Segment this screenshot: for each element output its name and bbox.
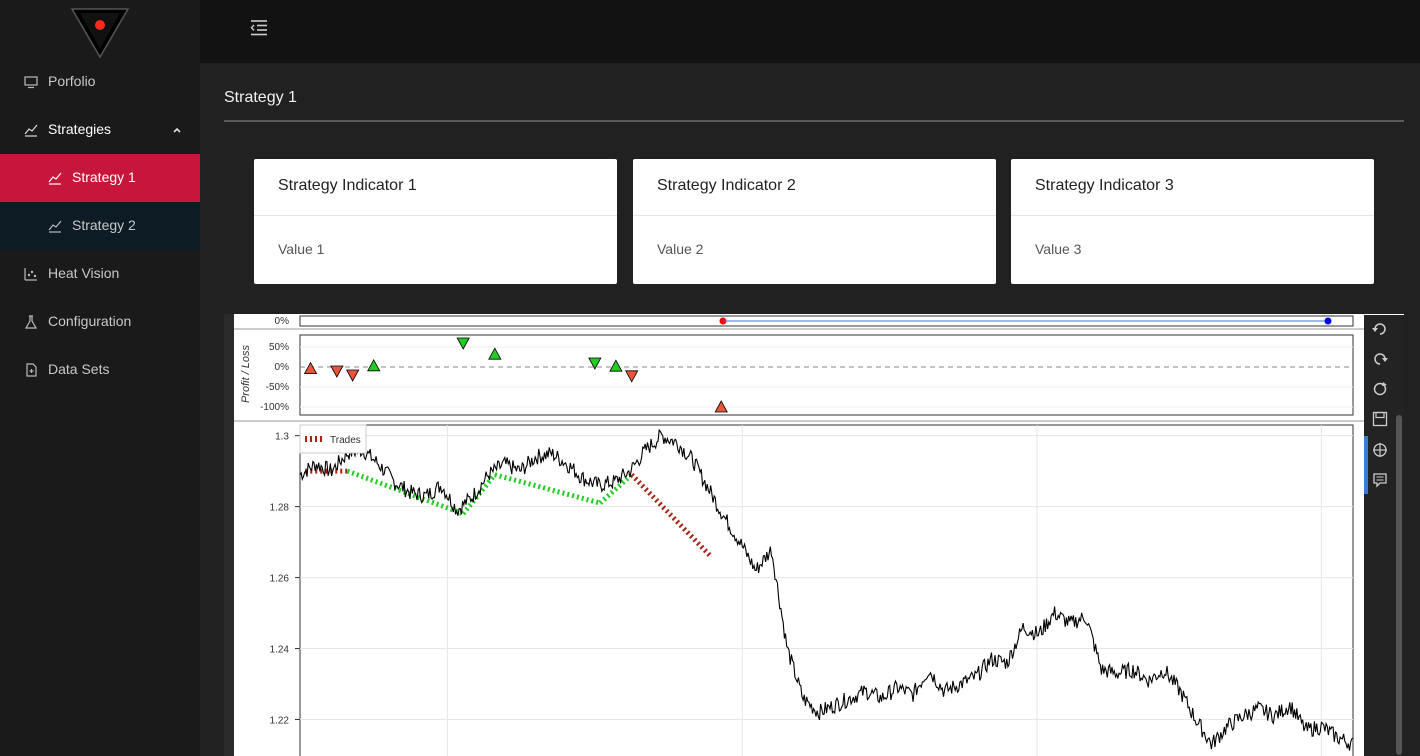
file-icon xyxy=(26,363,37,377)
toolbar-divider xyxy=(1364,436,1368,494)
trade-marker xyxy=(345,369,360,382)
sidebar-item-label: Strategy 2 xyxy=(72,217,136,233)
sidebar-item-label: Configuration xyxy=(48,313,132,329)
card-divider xyxy=(1011,215,1374,216)
pl-tick-label: -100% xyxy=(260,402,289,413)
trade-marker xyxy=(714,400,728,413)
chart-canvas[interactable]: 0% Profit / Loss 50% 0% -50% -100% 1.3 1.28 1… xyxy=(224,314,1404,756)
chart-line-icon xyxy=(48,172,62,185)
card-value: Value 1 xyxy=(278,241,325,257)
chevron-up-icon xyxy=(173,127,181,133)
equity-end-marker xyxy=(1324,317,1332,325)
price-tick-label: 1.28 xyxy=(270,503,290,514)
card-title: Strategy Indicator 1 xyxy=(278,177,417,194)
hover-icon[interactable] xyxy=(1372,472,1388,488)
price-tick-label: 1.3 xyxy=(275,432,289,443)
card-title: Strategy Indicator 2 xyxy=(657,177,796,194)
pl-tick-label: -50% xyxy=(266,382,289,393)
chart-line-icon xyxy=(48,220,62,233)
legend-label: Trades xyxy=(330,435,361,446)
trade-marker xyxy=(625,370,639,383)
sidebar: Porfolio Strategies Strategy 1 Strategy … xyxy=(0,0,200,756)
menu-collapse-icon[interactable] xyxy=(250,19,268,37)
trade-marker xyxy=(609,359,623,372)
scatter-icon xyxy=(24,268,37,281)
card-divider xyxy=(633,215,996,216)
price-tick-label: 1.22 xyxy=(270,716,290,727)
main-content: Strategy 1 Strategy Indicator 1 Value 1 … xyxy=(200,63,1420,756)
sidebar-item-strategy-1[interactable]: Strategy 1 xyxy=(0,154,200,202)
trade-marker xyxy=(330,365,344,378)
sidebar-item-label: Heat Vision xyxy=(48,265,120,281)
trade-marker xyxy=(303,361,318,374)
scrollbar-track[interactable] xyxy=(1396,415,1402,755)
card-value: Value 3 xyxy=(1035,241,1082,257)
chart-panel: 0% Profit / Loss 50% 0% -50% -100% 1.3 1.28 1… xyxy=(224,314,1404,756)
trade-line xyxy=(598,472,634,505)
sidebar-item-configuration[interactable]: Configuration xyxy=(0,298,200,346)
trade-marker xyxy=(367,358,381,372)
save-icon[interactable] xyxy=(1372,411,1388,427)
indicator-card-3: Strategy Indicator 3 Value 3 xyxy=(1011,159,1374,284)
card-divider xyxy=(254,215,617,216)
flask-icon xyxy=(24,315,38,329)
pl-axis-label: Profit / Loss xyxy=(240,344,252,403)
top-bar xyxy=(200,0,1420,63)
pl-tick-label: 0% xyxy=(275,362,290,373)
price-tick-label: 1.26 xyxy=(270,574,290,585)
crosshair-icon[interactable] xyxy=(1372,442,1388,458)
top-tick-label: 0% xyxy=(275,316,290,327)
redo-icon[interactable] xyxy=(1372,351,1388,367)
title-divider xyxy=(224,120,1404,122)
sidebar-item-heat-vision[interactable]: Heat Vision xyxy=(0,250,200,298)
card-value: Value 2 xyxy=(657,241,704,257)
sidebar-item-label: Strategies xyxy=(48,121,112,137)
trade-line xyxy=(494,472,601,506)
trade-marker xyxy=(488,347,502,360)
reset-icon[interactable] xyxy=(1372,381,1388,397)
legend: Trades xyxy=(299,424,367,454)
monitor-icon xyxy=(24,76,38,89)
price-tick-label: 1.24 xyxy=(270,645,290,656)
sidebar-item-label: Porfolio xyxy=(48,73,96,89)
pl-tick-label: 50% xyxy=(269,342,289,353)
sidebar-item-strategies[interactable]: Strategies xyxy=(0,106,200,154)
indicator-card-2: Strategy Indicator 2 Value 2 xyxy=(633,159,996,284)
chart-line-icon xyxy=(24,124,38,137)
sidebar-item-data-sets[interactable]: Data Sets xyxy=(0,346,200,394)
card-title: Strategy Indicator 3 xyxy=(1035,177,1174,194)
price-series xyxy=(299,428,1354,751)
sidebar-item-label: Strategy 1 xyxy=(72,169,136,185)
sidebar-item-portfolio[interactable]: Porfolio xyxy=(0,58,200,106)
trade-line xyxy=(461,473,497,516)
logo xyxy=(70,8,130,59)
trade-line xyxy=(629,472,713,559)
chart-toolbar xyxy=(1364,315,1404,756)
trade-marker xyxy=(456,337,470,350)
page-title: Strategy 1 xyxy=(224,89,297,106)
undo-icon[interactable] xyxy=(1372,321,1388,337)
sidebar-item-strategy-2[interactable]: Strategy 2 xyxy=(0,202,200,250)
sidebar-item-label: Data Sets xyxy=(48,361,110,377)
trade-marker xyxy=(588,357,602,370)
indicator-card-1: Strategy Indicator 1 Value 1 xyxy=(254,159,617,284)
